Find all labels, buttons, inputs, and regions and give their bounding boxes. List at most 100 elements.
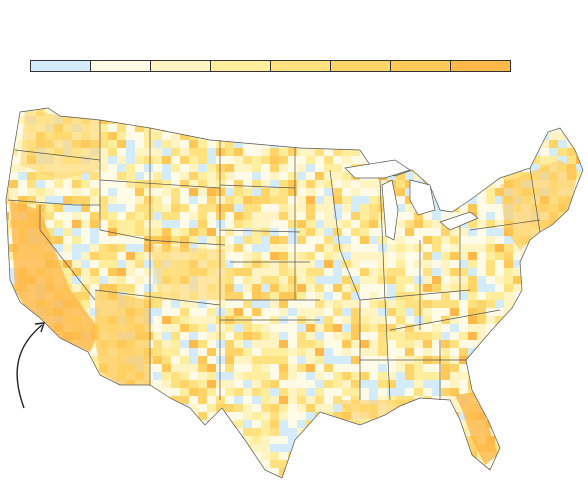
county-cell [549,380,558,388]
county-cell [522,108,531,116]
county-cell [441,164,450,172]
county-cell [198,300,207,308]
county-cell [576,116,583,124]
county-cell [315,156,324,164]
county-cell [207,148,216,156]
county-cell [171,364,180,372]
county-cell [126,132,135,140]
county-cell [396,300,405,308]
county-cell [576,428,583,436]
county-cell [567,316,576,324]
county-cell [513,108,522,116]
county-cell [369,468,378,476]
county-cell [324,476,333,478]
county-cell [225,108,234,116]
county-cell [315,196,324,204]
county-cell [288,164,297,172]
county-cell [450,228,459,236]
county-cell [315,116,324,124]
county-cell [198,364,207,372]
county-cell [18,324,27,332]
county-cell [540,444,549,452]
county-cell [432,324,441,332]
county-cell [315,244,324,252]
county-cell [315,380,324,388]
county-cell [153,460,162,468]
county-cell [468,380,477,388]
county-cell [135,124,144,132]
county-cell [558,460,567,468]
county-cell [513,380,522,388]
county-cell [396,244,405,252]
county-cell [297,172,306,180]
county-cell [288,188,297,196]
county-cell [468,244,477,252]
county-cell [243,148,252,156]
county-cell [495,340,504,348]
county-cell [387,108,396,116]
county-cell [63,244,72,252]
county-cell [342,116,351,124]
county-cell [162,300,171,308]
county-cell [351,268,360,276]
county-cell [468,164,477,172]
county-cell [324,156,333,164]
county-cell [414,300,423,308]
county-cell [297,228,306,236]
county-cell [171,116,180,124]
county-cell [414,332,423,340]
county-cell [324,348,333,356]
county-cell [405,420,414,428]
county-cell [225,268,234,276]
county-cell [396,476,405,478]
county-cell [9,140,18,148]
county-cell [189,324,198,332]
county-cell [9,332,18,340]
county-cell [531,300,540,308]
county-cell [198,196,207,204]
county-cell [360,324,369,332]
county-cell [36,332,45,340]
county-cell [576,260,583,268]
county-cell [576,156,583,164]
county-cell [306,156,315,164]
county-cell [495,164,504,172]
county-cell [18,132,27,140]
county-cell [576,396,583,404]
county-cell [180,172,189,180]
county-cell [477,292,486,300]
county-cell [315,292,324,300]
county-cell [252,188,261,196]
county-cell [360,244,369,252]
county-cell [477,252,486,260]
county-cell [117,276,126,284]
county-cell [18,452,27,460]
county-cell [288,356,297,364]
county-cell [72,452,81,460]
county-cell [279,324,288,332]
county-cell [117,196,126,204]
county-cell [531,420,540,428]
county-cell [531,476,540,478]
county-cell [234,308,243,316]
county-cell [198,388,207,396]
county-cell [6,340,9,348]
county-cell [162,100,171,108]
county-cell [243,244,252,252]
county-cell [324,172,333,180]
county-cell [531,340,540,348]
county-cell [306,412,315,420]
county-cell [54,212,63,220]
county-cell [396,204,405,212]
county-cell [315,204,324,212]
county-cell [108,212,117,220]
county-cell [63,428,72,436]
county-cell [180,108,189,116]
county-cell [297,212,306,220]
county-cell [198,460,207,468]
county-cell [387,236,396,244]
county-cell [414,468,423,476]
county-cell [297,116,306,124]
county-cell [423,276,432,284]
county-cell [567,396,576,404]
